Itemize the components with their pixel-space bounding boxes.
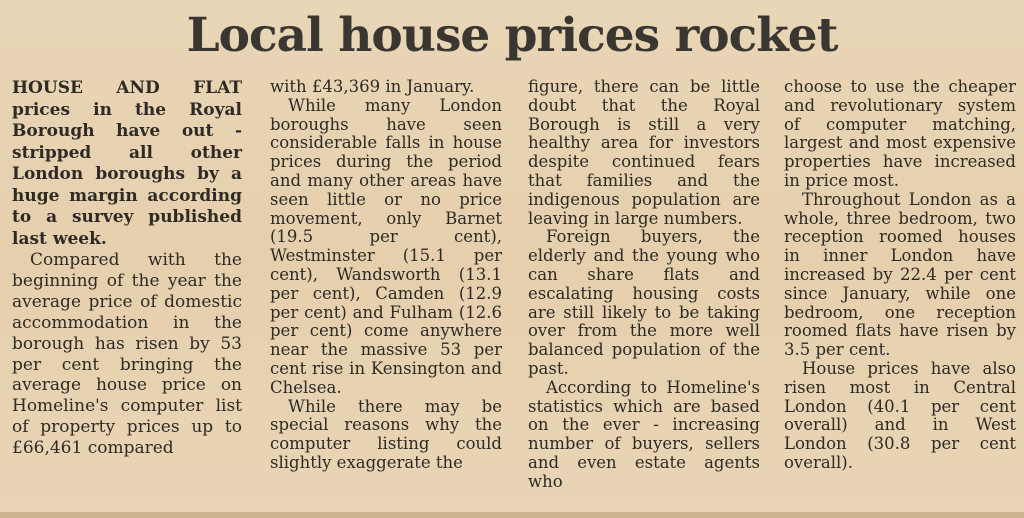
paragraph: choose to use the cheaper and revolution… [784, 77, 1016, 190]
paragraph: House prices have also risen most in Cen… [784, 358, 1016, 472]
bottom-edge [0, 512, 1024, 518]
paragraph: According to Homeline's statistics which… [528, 377, 760, 491]
paragraph: Foreign buyers, the elderly and the youn… [528, 227, 760, 378]
column-1: HOUSE AND FLAT prices in the Royal Borou… [12, 78, 242, 459]
column-4: choose to use the cheaper and revolution… [784, 77, 1016, 473]
paragraph: While there may be special reasons why t… [270, 396, 502, 472]
headline: Local house prices rocket [186, 8, 839, 63]
paragraph: Throughout London as a whole, three bedr… [784, 189, 1016, 360]
column-2: with £43,369 in January. While many Lond… [270, 77, 502, 473]
lead-paragraph: HOUSE AND FLAT prices in the Royal Borou… [12, 78, 242, 249]
paragraph: figure, there can be little doubt that t… [528, 77, 760, 228]
paragraph: Compared with the beginning of the year … [12, 250, 242, 459]
column-3: figure, there can be little doubt that t… [528, 77, 760, 492]
paragraph: While many London boroughs have seen con… [270, 95, 502, 397]
paragraph: with £43,369 in January. [270, 77, 475, 96]
